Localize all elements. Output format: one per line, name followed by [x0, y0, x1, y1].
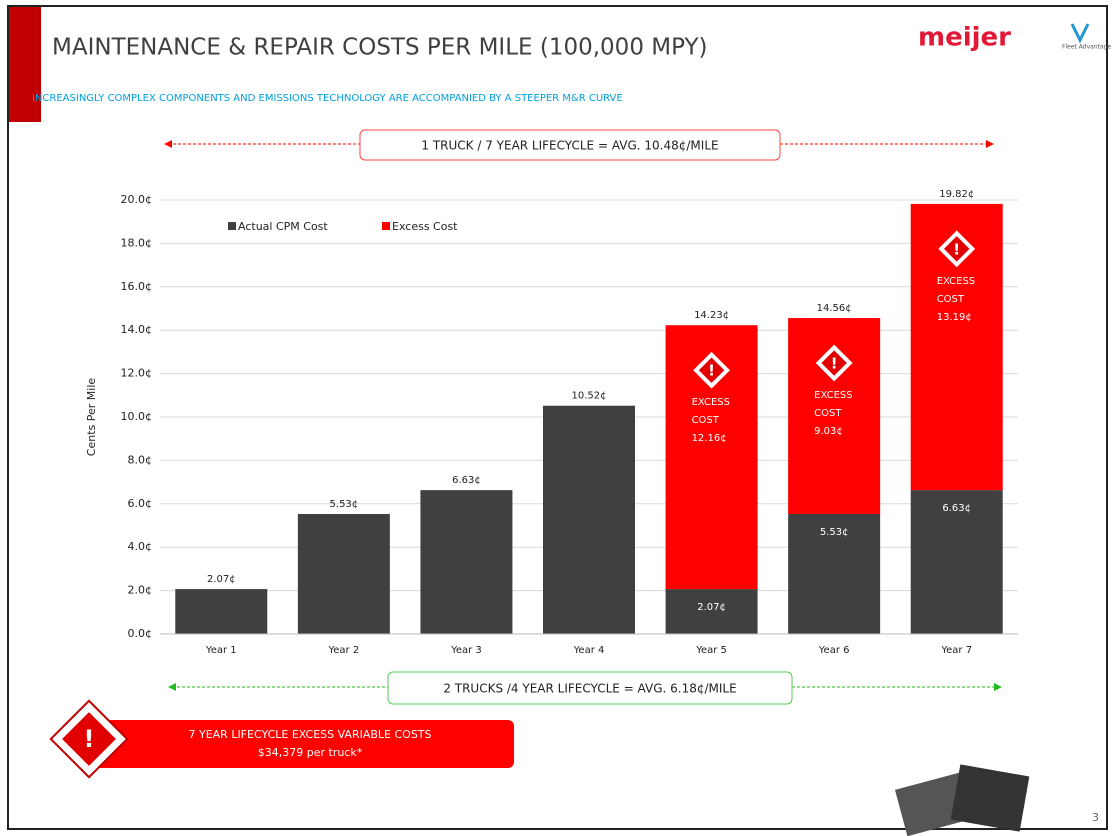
legend-label: Excess Cost	[392, 220, 458, 233]
y-tick-label: 6.0¢	[128, 497, 153, 510]
warning-mark: !	[84, 725, 95, 753]
y-tick-label: 8.0¢	[128, 453, 153, 466]
value-label: 13.19¢	[937, 312, 972, 323]
y-tick-label: 2.0¢	[128, 584, 153, 597]
x-tick-label: Year 1	[205, 645, 237, 656]
legend-label: Actual CPM Cost	[238, 220, 328, 233]
value-label: 12.16¢	[692, 433, 727, 444]
excess-text: COST	[692, 415, 720, 426]
value-label: 10.52¢	[572, 391, 607, 402]
value-label: 6.63¢	[452, 475, 481, 486]
page-number: 3	[1092, 811, 1099, 824]
accent-bar	[9, 7, 41, 122]
y-tick-label: 10.0¢	[121, 410, 153, 423]
total-label: 19.82¢	[939, 189, 974, 200]
excess-text: EXCESS	[692, 397, 730, 408]
y-tick-label: 16.0¢	[121, 280, 153, 293]
page: {"chart_data": { "type": "stacked-bar", …	[0, 0, 1115, 836]
legend-swatch	[382, 222, 390, 230]
bottom-annotation: 2 TRUCKS /4 YEAR LIFECYCLE = AVG. 6.18¢/…	[443, 682, 736, 696]
bar-actual	[543, 406, 635, 634]
warning-mark: !	[708, 362, 715, 380]
x-tick-label: Year 7	[940, 645, 972, 656]
partner-logo: Fleet Advantage	[1062, 44, 1111, 51]
y-tick-label: 18.0¢	[121, 236, 153, 249]
x-tick-label: Year 2	[327, 645, 359, 656]
x-tick-label: Year 5	[695, 645, 727, 656]
excess-text: COST	[937, 294, 965, 305]
excess-text: COST	[814, 408, 842, 419]
total-label: 14.23¢	[694, 310, 729, 321]
logo: meijer	[918, 23, 1011, 53]
bar-actual	[420, 490, 512, 634]
callout-line: $34,379 per truck*	[258, 746, 363, 759]
total-label: 14.56¢	[817, 303, 852, 314]
excess-text: EXCESS	[814, 390, 852, 401]
value-label: 5.53¢	[820, 527, 849, 538]
x-tick-label: Year 3	[450, 645, 482, 656]
legend-swatch	[228, 222, 236, 230]
y-tick-label: 4.0¢	[128, 540, 153, 553]
y-tick-label: 14.0¢	[121, 323, 153, 336]
bar-actual	[298, 514, 390, 634]
slide: MAINTENANCE & REPAIR COSTS PER MILE (100…	[0, 0, 1115, 836]
subtitle: INCREASINGLY COMPLEX COMPONENTS AND EMIS…	[32, 93, 623, 104]
y-tick-label: 12.0¢	[121, 367, 153, 380]
value-label: 6.63¢	[942, 503, 971, 514]
x-tick-label: Year 4	[573, 645, 605, 656]
title: MAINTENANCE & REPAIR COSTS PER MILE (100…	[52, 35, 708, 61]
bar-actual	[175, 589, 267, 634]
top-annotation: 1 TRUCK / 7 YEAR LIFECYCLE = AVG. 10.48¢…	[421, 139, 718, 153]
excess-text: EXCESS	[937, 276, 975, 287]
value-label: 2.07¢	[207, 574, 236, 585]
warning-mark: !	[831, 355, 838, 373]
y-axis-label: Cents Per Mile	[85, 378, 98, 457]
y-tick-label: 20.0¢	[121, 193, 153, 206]
y-tick-label: 0.0¢	[128, 627, 153, 640]
value-label: 9.03¢	[814, 426, 843, 437]
x-tick-label: Year 6	[818, 645, 850, 656]
value-label: 5.53¢	[330, 499, 359, 510]
callout-line: 7 YEAR LIFECYCLE EXCESS VARIABLE COSTS	[188, 728, 431, 741]
value-label: 2.07¢	[697, 602, 726, 613]
warning-mark: !	[953, 240, 960, 258]
